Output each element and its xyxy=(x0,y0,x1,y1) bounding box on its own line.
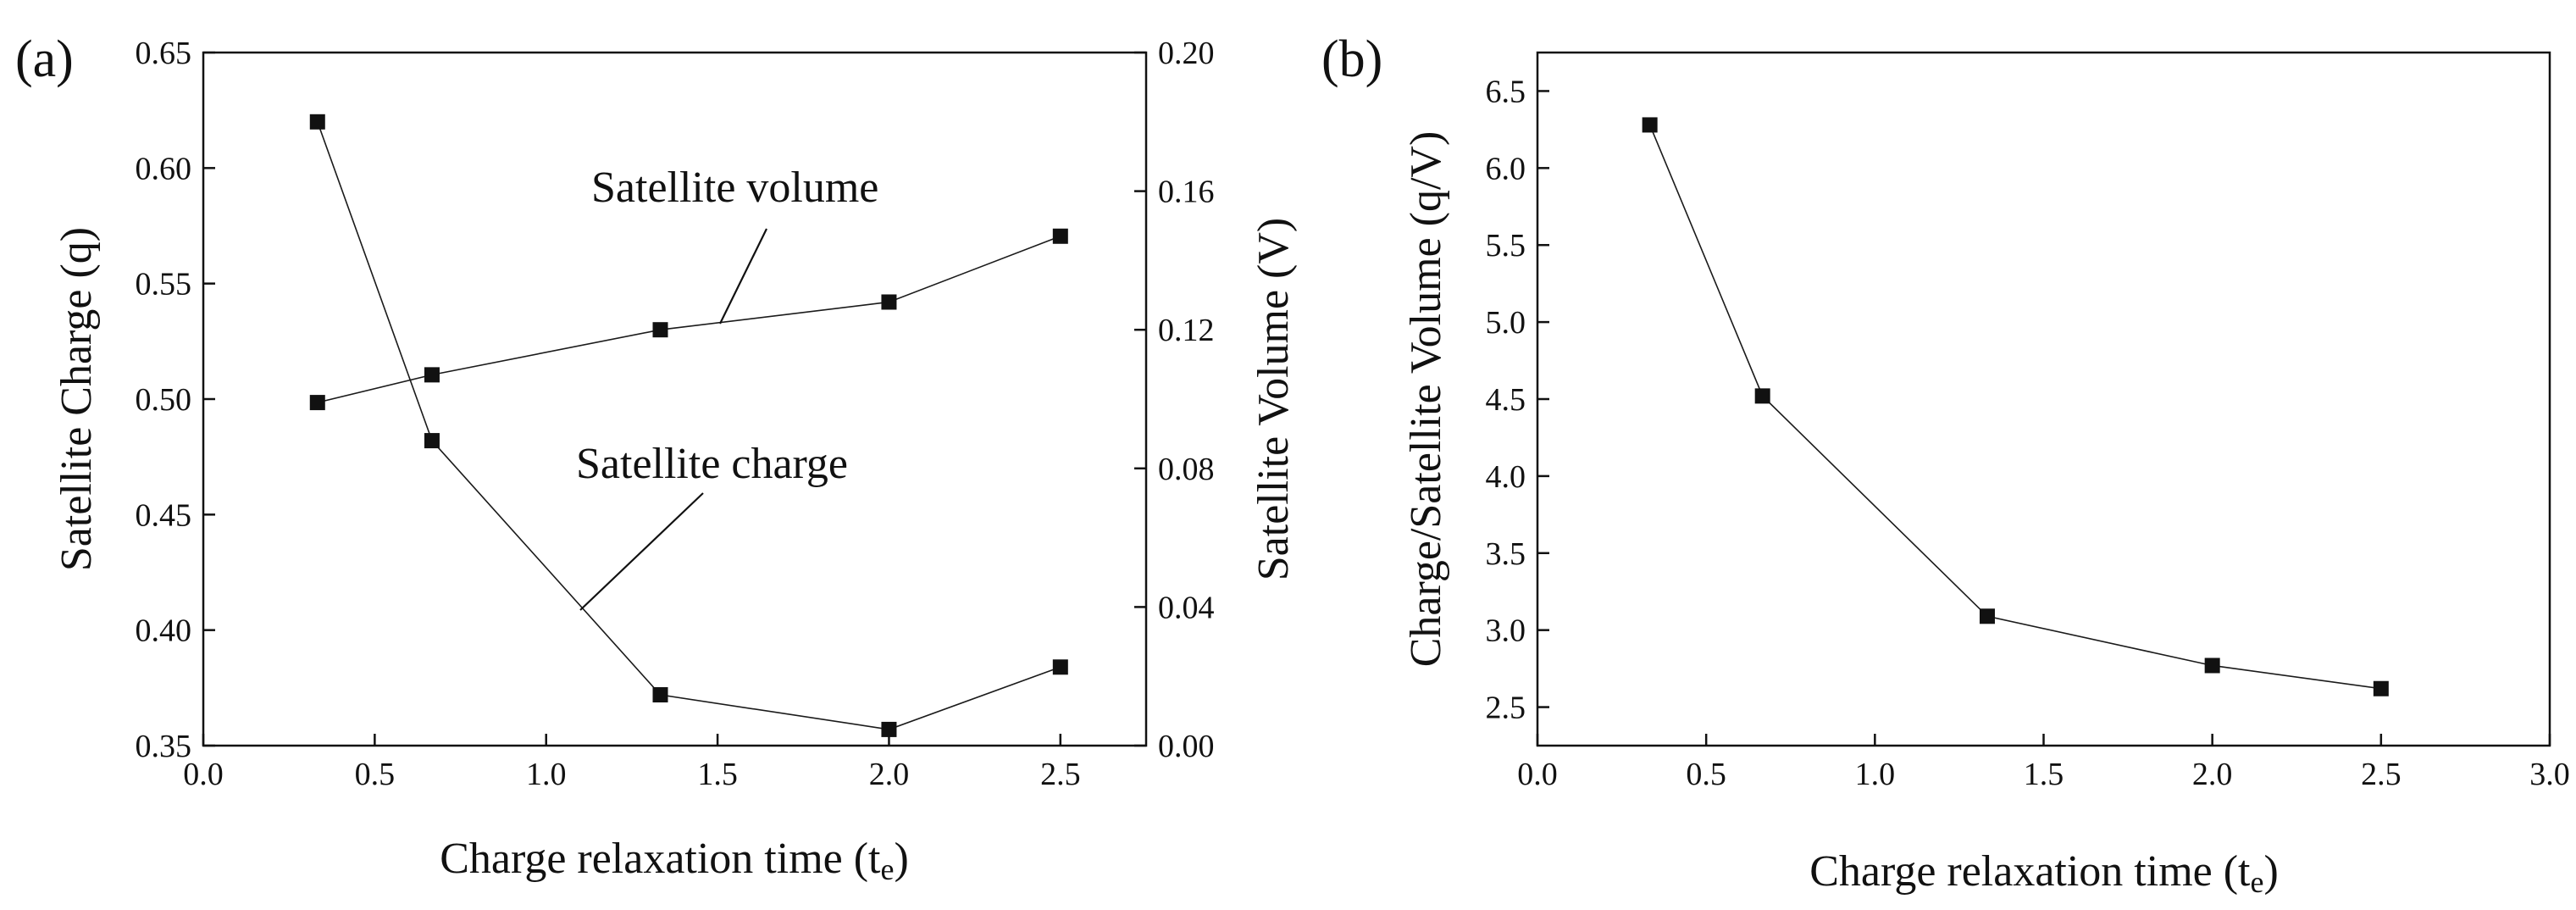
panel-a-x-axis: 0.0 0.5 1.0 1.5 2.0 2.5 xyxy=(183,734,1081,792)
data-point-charge-per-volume xyxy=(1979,608,1995,624)
panel-b-y-axis: 2.5 3.0 3.5 4.0 4.5 5.0 5.5 6.0 6.5 xyxy=(1486,74,1549,726)
data-point-charge-per-volume xyxy=(1754,388,1770,404)
panel-b-label: (b) xyxy=(1321,31,1382,88)
data-point-satellite-volume xyxy=(881,294,897,310)
panel-b-x-tick-label: 1.0 xyxy=(1855,757,1896,792)
panel-a-left-y-axis: 0.35 0.40 0.45 0.50 0.55 0.60 0.65 xyxy=(136,36,215,764)
panel-b-y-axis-title: Charge/Satellite Volume (q/V) xyxy=(1402,131,1450,668)
panel-b-x-tick-label: 2.5 xyxy=(2361,757,2401,792)
annotation-satellite-volume-leader xyxy=(719,228,767,325)
data-point-satellite-charge xyxy=(424,433,440,449)
panel-b-x-tick-label: 2.0 xyxy=(2192,757,2233,792)
panel-b-x-axis-title-main: Charge relaxation time (t xyxy=(1809,847,2251,896)
panel-a-right-y-axis-title: Satellite Volume (V) xyxy=(1249,218,1298,580)
panel-a-right-y-tick-label: 0.08 xyxy=(1158,452,1215,487)
panel-b-y-tick-label: 5.0 xyxy=(1486,305,1526,341)
panel-a-plot-frame xyxy=(202,51,1148,747)
panel-b-x-tick-label: 3.0 xyxy=(2529,757,2570,792)
panel-a-x-tick-label: 0.0 xyxy=(183,757,224,792)
panel-a-x-axis-title: Charge relaxation time (te) xyxy=(440,835,909,886)
panel-a-x-tick-label: 1.5 xyxy=(697,757,738,792)
panel-a-right-y-axis: 0.00 0.04 0.08 0.12 0.16 0.20 xyxy=(1134,36,1215,764)
panel-a-right-y-tick-label: 0.04 xyxy=(1158,590,1215,625)
panel-a-x-axis-title-close: ) xyxy=(894,835,908,883)
panel-a-left-y-tick-label: 0.40 xyxy=(136,613,192,649)
panel-b-y-tick-label: 3.5 xyxy=(1486,536,1526,572)
panel-a-left-y-axis-title: Satellite Charge (q) xyxy=(53,227,101,571)
panel-b-x-axis: 0.0 0.5 1.0 1.5 2.0 2.5 3.0 xyxy=(1517,734,2570,792)
panel-a-right-y-tick-label: 0.12 xyxy=(1158,313,1215,348)
data-point-satellite-volume xyxy=(1052,228,1068,244)
data-point-charge-per-volume xyxy=(2204,658,2220,674)
panel-a-left-y-tick-label: 0.55 xyxy=(136,267,192,302)
panel-b-y-tick-label: 4.0 xyxy=(1486,459,1526,495)
panel-a: (a) 0.0 0.5 1.0 1.5 2.0 2.5 0.350.400.450.500… xyxy=(15,31,1298,886)
panel-b-x-tick-label: 0.0 xyxy=(1517,757,1558,792)
panel-a-right-y-tick-label: 0.20 xyxy=(1158,36,1215,71)
panel-a-label: (a) xyxy=(15,31,74,88)
panel-b-plot-frame xyxy=(1536,51,2551,747)
panel-a-x-tick-label: 2.0 xyxy=(869,757,910,792)
panel-a-left-y-tick-label: 0.45 xyxy=(136,497,192,533)
panel-a-left-y-tick-label: 0.60 xyxy=(136,151,192,186)
panel-b-x-tick-label: 1.5 xyxy=(2024,757,2064,792)
series-line-satellite-charge xyxy=(317,121,1061,730)
panel-a-left-y-tick-label: 0.50 xyxy=(136,382,192,418)
data-point-satellite-charge xyxy=(309,114,325,130)
data-point-satellite-charge xyxy=(1052,659,1068,675)
panel-b-x-axis-title-close: ) xyxy=(2263,847,2278,896)
panel-b-y-tick-label: 6.5 xyxy=(1486,74,1526,109)
panel-b-y-tick-label: 5.5 xyxy=(1486,228,1526,264)
panel-a-x-tick-label: 1.0 xyxy=(526,757,567,792)
panel-b-y-tick-label: 4.5 xyxy=(1486,382,1526,418)
panel-b-x-axis-title-subscript: e xyxy=(2251,865,2264,899)
annotation-satellite-volume: Satellite volume xyxy=(591,164,878,212)
series-line-charge-per-volume xyxy=(1648,125,2381,690)
panel-a-x-axis-title-subscript: e xyxy=(881,852,895,886)
annotation-satellite-charge: Satellite charge xyxy=(576,440,848,488)
data-point-charge-per-volume xyxy=(1642,117,1658,133)
panel-a-right-y-tick-label: 0.00 xyxy=(1158,729,1215,764)
panel-a-left-y-tick-label: 0.65 xyxy=(136,36,192,71)
panel-b-y-tick-label: 3.0 xyxy=(1486,613,1526,649)
panel-a-x-axis-title-main: Charge relaxation time (t xyxy=(440,835,881,883)
panel-a-series xyxy=(309,114,1068,737)
panel-b-y-tick-label: 6.0 xyxy=(1486,151,1526,186)
panel-a-x-tick-label: 0.5 xyxy=(355,757,396,792)
data-point-satellite-volume xyxy=(424,367,440,383)
panel-b-series xyxy=(1642,117,2389,696)
panel-a-x-tick-label: 2.5 xyxy=(1040,757,1081,792)
panel-b: (b) 0.0 0.5 1.0 1.5 2.0 2.5 3.0 2.5 3.0 3.5 4.0 4.… xyxy=(1321,31,2570,899)
data-point-charge-per-volume xyxy=(2373,680,2389,696)
data-point-satellite-charge xyxy=(881,721,897,737)
panel-a-right-y-tick-label: 0.16 xyxy=(1158,175,1215,210)
annotation-satellite-charge-leader xyxy=(579,492,704,611)
data-point-satellite-charge xyxy=(652,687,668,703)
panel-b-x-axis-title: Charge relaxation time (te) xyxy=(1809,847,2279,899)
panel-b-x-tick-label: 0.5 xyxy=(1686,757,1726,792)
data-point-satellite-volume xyxy=(309,395,325,411)
panel-a-left-y-tick-label: 0.35 xyxy=(136,729,192,764)
data-point-satellite-volume xyxy=(652,322,668,338)
panel-b-y-tick-label: 2.5 xyxy=(1486,691,1526,726)
